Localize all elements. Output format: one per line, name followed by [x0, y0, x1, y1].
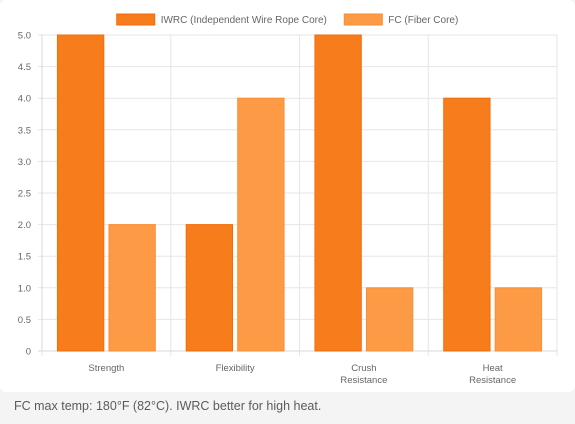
- x-tick-label: Resistance: [340, 375, 387, 386]
- y-tick-label: 1.5: [18, 252, 31, 263]
- x-tick-label: Crush: [351, 363, 376, 374]
- y-tick-label: 5.0: [18, 31, 31, 42]
- legend-swatch-iwrc[interactable]: [116, 13, 156, 26]
- y-tick-label: 0.5: [18, 315, 31, 326]
- bar-fc[interactable]: [365, 287, 414, 352]
- y-tick-label: 1.0: [18, 283, 31, 294]
- x-tick-label: Heat: [483, 363, 503, 374]
- bar-fc[interactable]: [108, 224, 156, 352]
- bar-chart: 0 0.5 1.0 1.5 2.0 2.5 3.0 3.5 4.0 4.5 5.0 Strength F…: [18, 13, 558, 386]
- y-tick-label: 2.5: [18, 189, 31, 200]
- legend-swatch-fc[interactable]: [343, 13, 383, 26]
- bar-fc[interactable]: [494, 287, 543, 352]
- x-tick-label: Flexibility: [216, 363, 255, 374]
- x-tick-label: Strength: [88, 363, 124, 374]
- x-tick-label: Resistance: [469, 375, 516, 386]
- legend-label-iwrc[interactable]: IWRC (Independent Wire Rope Core): [161, 15, 327, 26]
- bar-iwrc[interactable]: [314, 34, 362, 352]
- legend-label-fc[interactable]: FC (Fiber Core): [388, 15, 458, 26]
- y-tick-label: 3.5: [18, 125, 31, 136]
- footnote-text: FC max temp: 180°F (82°C). IWRC better f…: [14, 399, 322, 413]
- bar-iwrc[interactable]: [56, 34, 105, 352]
- y-tick-label: 4.0: [18, 94, 31, 105]
- bar-fc[interactable]: [237, 97, 285, 352]
- y-tick-label: 3.0: [18, 157, 31, 168]
- y-tick-label: 0: [26, 347, 31, 358]
- bar-iwrc[interactable]: [443, 97, 491, 352]
- chart-panel: 0 0.5 1.0 1.5 2.0 2.5 3.0 3.5 4.0 4.5 5.0 Strength F…: [0, 0, 575, 392]
- bar-iwrc[interactable]: [185, 224, 234, 352]
- y-tick-label: 2.0: [18, 220, 31, 231]
- y-tick-label: 4.5: [18, 62, 31, 73]
